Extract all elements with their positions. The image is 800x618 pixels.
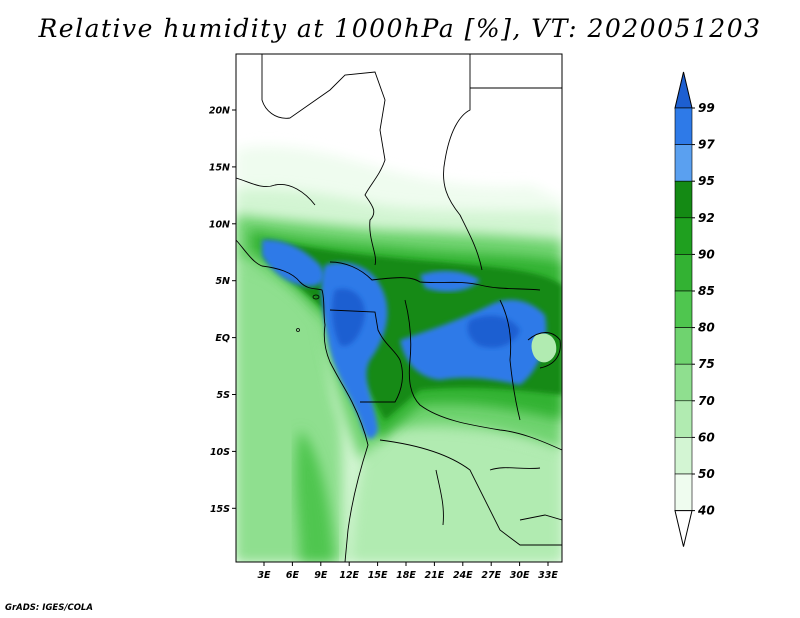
humidity-region-ocean-dark — [295, 430, 335, 562]
colorbar-segment — [674, 327, 693, 365]
longitude-axis: 3E 6E 9E 12E 15E 18E 21E 24E 27E 30E 33E — [257, 562, 558, 581]
colorbar-label: 50 — [698, 467, 715, 481]
lon-tick-label: 21E — [425, 570, 445, 581]
colorbar-segment — [674, 217, 693, 255]
colorbar-segment — [674, 473, 693, 511]
colorbar-label: 60 — [698, 430, 715, 444]
lon-tick-label: 12E — [339, 570, 359, 581]
colorbar-top-arrow — [674, 71, 693, 109]
lon-tick-label: 18E — [396, 570, 416, 581]
lon-tick-label: 6E — [286, 570, 300, 581]
lon-tick-label: 33E — [538, 570, 558, 581]
lat-tick-label: 5S — [217, 390, 231, 401]
colorbar-label: 92 — [698, 211, 715, 225]
lat-tick-label: 20N — [209, 106, 230, 117]
lon-tick-label: 9E — [314, 570, 328, 581]
humidity-region-99-east — [467, 315, 520, 348]
humidity-region-97-west — [262, 239, 324, 287]
colorbar-label: 70 — [698, 394, 715, 408]
lake-victoria-region — [531, 333, 557, 363]
colorbar-label: 99 — [698, 101, 715, 115]
lat-tick-label: 10N — [209, 219, 230, 230]
lat-tick-label: EQ — [215, 333, 230, 344]
colorbar-segment — [674, 437, 693, 475]
colorbar-label: 85 — [698, 284, 715, 298]
lat-tick-label: 15S — [210, 504, 230, 515]
colorbar-segment — [674, 180, 693, 219]
humidity-region-south — [350, 417, 562, 562]
colorbar-segment — [674, 107, 693, 145]
colorbar-label: 90 — [698, 247, 715, 261]
map-frame — [235, 53, 563, 563]
humidity-region-97-north — [420, 270, 480, 292]
colorbar-segment — [674, 144, 693, 182]
colorbar-segment — [674, 363, 693, 402]
colorbar-segment — [674, 290, 693, 328]
colorbar-label: 40 — [697, 504, 715, 518]
lon-tick-label: 30E — [510, 570, 530, 581]
lon-tick-label: 24E — [453, 570, 473, 581]
lat-tick-label: 10S — [210, 447, 230, 458]
latitude-axis: 20N 15N 10N 5N EQ 5S 10S 15S — [209, 106, 236, 515]
humidity-field — [236, 54, 562, 562]
lat-tick-label: 15N — [209, 162, 230, 173]
islands — [296, 294, 320, 332]
colorbar-label: 80 — [698, 321, 715, 335]
credit-text: GrADS: IGES/COLA — [5, 603, 93, 613]
lon-tick-label: 3E — [257, 570, 271, 581]
colorbar-bottom-arrow — [674, 510, 693, 547]
colorbar: 99 97 95 92 90 85 80 75 70 60 50 40 — [674, 71, 715, 547]
humidity-region-99-congo — [332, 288, 365, 346]
colorbar-label: 95 — [698, 174, 715, 188]
lat-tick-label: 5N — [215, 276, 230, 287]
lon-tick-label: 15E — [368, 570, 388, 581]
country-borders — [236, 54, 562, 562]
colorbar-label: 75 — [698, 357, 715, 371]
colorbar-label: 97 — [698, 138, 715, 152]
lon-tick-label: 27E — [481, 570, 501, 581]
map-title: Relative humidity at 1000hPa [%], VT: 20… — [38, 14, 762, 43]
colorbar-segment — [674, 254, 693, 292]
colorbar-segment — [674, 400, 693, 438]
